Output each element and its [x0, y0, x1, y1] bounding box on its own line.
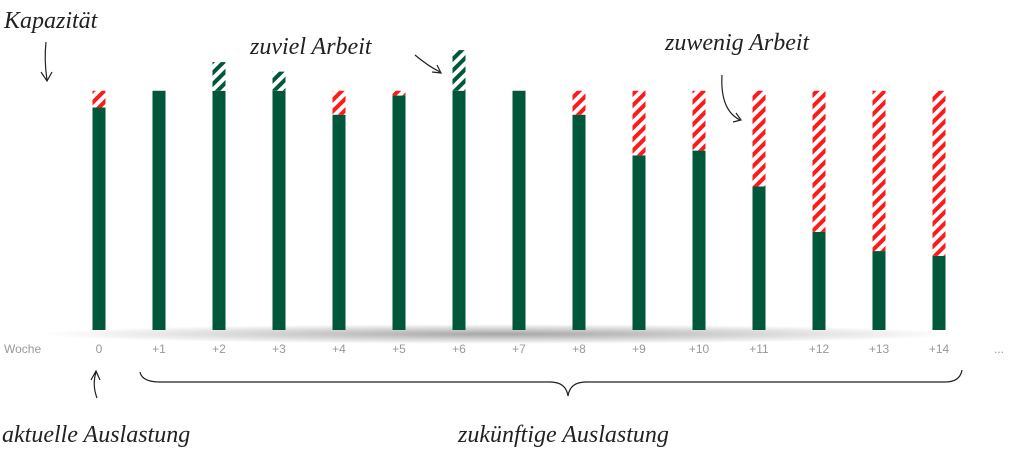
load-bar [452, 90, 466, 331]
underload-bar [632, 90, 646, 156]
underload-bar [692, 90, 706, 151]
current-note: aktuelle Auslastung [2, 422, 190, 448]
x-axis-label: Woche [4, 342, 41, 356]
overload-bar [272, 71, 286, 91]
load-bar [152, 90, 166, 331]
x-tick-label: +10 [689, 342, 710, 356]
load-bar [92, 107, 106, 330]
underload-bar [392, 90, 406, 96]
x-tick-label: +3 [272, 342, 286, 356]
brace [139, 369, 963, 397]
underload-bar [92, 90, 106, 108]
future-note: zukünftige Auslastung [457, 422, 669, 448]
load-bar [392, 95, 406, 330]
underload-bar [752, 90, 766, 187]
x-tick-label: +9 [632, 342, 646, 356]
x-tick-label: +4 [332, 342, 346, 356]
load-bar [572, 114, 586, 330]
x-tick-label: +11 [749, 342, 769, 356]
x-tick-label: +7 [512, 342, 526, 356]
load-bar [872, 251, 886, 330]
x-tick-label: 0 [96, 342, 103, 356]
arrow [40, 41, 53, 83]
underload-bar [572, 90, 586, 115]
load-bar [272, 90, 286, 331]
arrow [414, 54, 443, 74]
load-bar [932, 255, 946, 330]
arrow [721, 74, 743, 123]
capacity-note: Kapazität [3, 8, 99, 34]
x-tick-label: +13 [869, 342, 890, 356]
x-tick-label: +1 [152, 342, 166, 356]
x-tick-label: +12 [809, 342, 830, 356]
load-bar [212, 90, 226, 331]
overload-bar [212, 62, 226, 91]
underload-bar [812, 90, 826, 232]
load-bar [332, 114, 346, 330]
load-bar [512, 90, 526, 331]
underload-bar [872, 90, 886, 252]
x-tick-label: +14 [929, 342, 950, 356]
underload-note: zuwenig Arbeit [664, 30, 811, 56]
overload-note: zuviel Arbeit [249, 34, 373, 60]
arrow [90, 369, 101, 399]
x-tick-label: ... [994, 342, 1004, 356]
underload-bar [332, 90, 346, 115]
underload-bar [932, 90, 946, 256]
x-tick-label: +8 [572, 342, 586, 356]
x-tick-label: +6 [452, 342, 466, 356]
load-bar [752, 186, 766, 330]
load-bar [692, 150, 706, 330]
load-bar [812, 231, 826, 330]
baseline-shadow [40, 324, 960, 344]
x-tick-label: +5 [392, 342, 406, 356]
load-bar [632, 155, 646, 330]
overload-bar [452, 50, 466, 91]
x-tick-label: +2 [212, 342, 226, 356]
